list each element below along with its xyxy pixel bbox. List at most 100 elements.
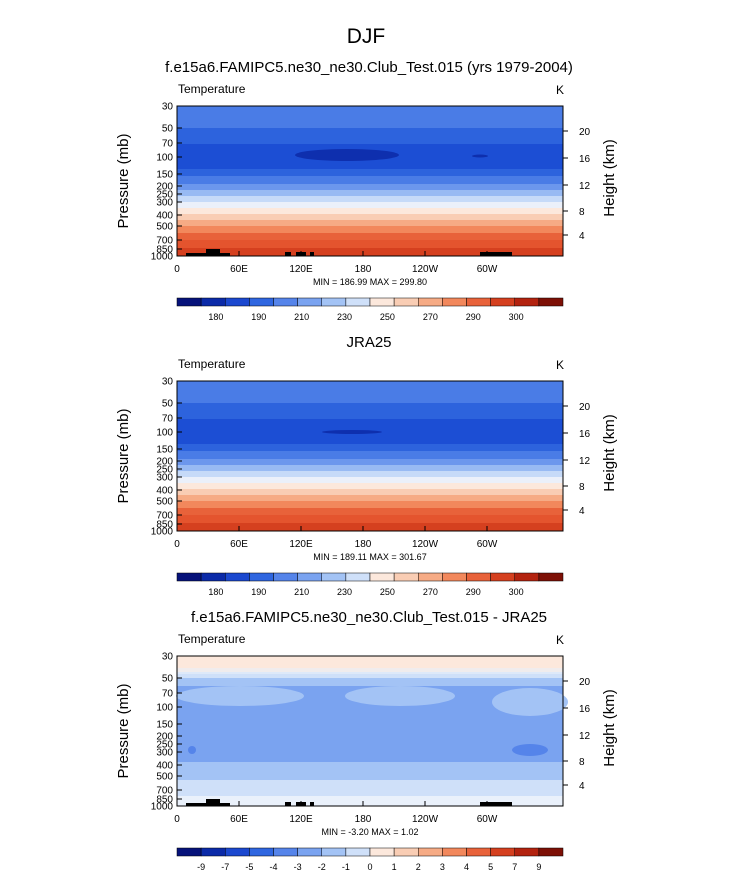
panel-left-label: Temperature	[178, 82, 246, 96]
contour-band	[177, 459, 563, 465]
y-tick-label: 500	[156, 222, 173, 233]
height-tick-label: 8	[579, 482, 585, 493]
colorbar-swatch	[514, 297, 540, 307]
plot-frame	[176, 105, 564, 257]
colorbar-label: 230	[337, 587, 352, 597]
topography-mark	[480, 802, 512, 806]
colorbar-swatch	[321, 572, 347, 582]
height-tick-label: 4	[579, 781, 585, 792]
panel-unit-label: K	[556, 358, 564, 372]
topography-mark	[220, 253, 230, 256]
colorbar-swatch	[297, 572, 322, 582]
colorbar-label: 180	[208, 312, 223, 322]
colorbar-swatch	[538, 572, 564, 582]
y-axis-right-title: Height (km)	[601, 689, 618, 767]
colorbar: -9 -7 -5 -4 -3 -2 -1 0 1 2 3 4 5 7 9	[176, 847, 564, 872]
colorbar-swatch	[442, 572, 467, 582]
y-tick-label: 400	[156, 761, 173, 772]
height-tick-label: 12	[579, 456, 591, 467]
colorbar-swatch	[538, 847, 564, 857]
x-tick-label: 0	[174, 539, 180, 550]
colorbar-label: 180	[208, 587, 223, 597]
x-tick-label: 60W	[477, 539, 498, 550]
colorbar-swatch	[273, 572, 298, 582]
plot-frame	[176, 655, 564, 807]
contour-band	[177, 233, 563, 240]
height-tick-label: 12	[579, 181, 591, 192]
contour-bands	[177, 106, 563, 256]
colorbar-label: -5	[245, 862, 253, 872]
colorbar-swatch	[200, 847, 226, 857]
contour-band	[177, 515, 563, 523]
contour-bands	[177, 381, 563, 531]
y-tick-label: 700	[156, 786, 173, 797]
contour-blob	[322, 430, 382, 434]
colorbar: 180 190 210 230 250 270 290 300	[176, 297, 564, 322]
contour-band	[177, 495, 563, 501]
colorbar-swatch	[490, 847, 515, 857]
colorbar: 180 190 210 230 250 270 290 300	[176, 572, 564, 597]
y-tick-label: 300	[156, 198, 173, 209]
y-tick-label: 250	[156, 190, 173, 201]
panel-title: JRA25	[346, 334, 391, 351]
y-tick-label: 300	[156, 473, 173, 484]
y-tick-label: 500	[156, 497, 173, 508]
min-max-text: MIN = -3.20 MAX = 1.02	[321, 827, 418, 837]
colorbar-label: 290	[466, 312, 481, 322]
contour-band	[177, 128, 563, 144]
colorbar-swatch	[249, 297, 274, 307]
colorbar-label: 4	[464, 862, 469, 872]
contour-band	[177, 176, 563, 184]
panel-title: f.e15a6.FAMIPC5.ne30_ne30.Club_Test.015 …	[165, 59, 573, 76]
topography-mark	[480, 252, 512, 256]
y-tick-label: 400	[156, 486, 173, 497]
colorbar-swatch	[176, 847, 202, 857]
x-tick-label: 60E	[230, 814, 248, 825]
y-tick-label: 70	[162, 139, 174, 150]
y-axis-title: Pressure (mb)	[115, 133, 132, 228]
colorbar-label: 0	[367, 862, 372, 872]
contour-band	[177, 106, 563, 128]
y-tick-label: 850	[156, 245, 173, 256]
height-tick-label: 4	[579, 506, 585, 517]
topography-mark	[186, 803, 206, 806]
contour-band	[177, 471, 563, 477]
y-tick-label: 300	[156, 748, 173, 759]
x-tick-label: 60W	[477, 264, 498, 275]
colorbar-swatch	[418, 847, 443, 857]
y-axis-right-title: Height (km)	[601, 139, 618, 217]
y-tick-label: 30	[162, 652, 174, 663]
topography-mark	[310, 252, 314, 256]
x-tick-label: 120W	[412, 539, 439, 550]
y-tick-label: 100	[156, 428, 173, 439]
height-tick-label: 20	[579, 402, 591, 413]
colorbar-label: -7	[221, 862, 229, 872]
panel-left-label: Temperature	[178, 357, 246, 371]
x-tick-label: 180	[355, 539, 372, 550]
y-tick-label: 400	[156, 211, 173, 222]
y-tick-label: 150	[156, 170, 173, 181]
height-tick-label: 16	[579, 154, 591, 165]
y-tick-label: 200	[156, 182, 173, 193]
y-tick-label: 1000	[151, 527, 174, 538]
y-tick-label: 150	[156, 720, 173, 731]
figure-title: DJF	[347, 25, 386, 48]
colorbar-swatch	[442, 847, 467, 857]
topography-mark	[310, 802, 314, 806]
panel-title: f.e15a6.FAMIPC5.ne30_ne30.Club_Test.015 …	[191, 609, 547, 626]
height-tick-label: 8	[579, 757, 585, 768]
colorbar-label: 270	[423, 587, 438, 597]
colorbar-swatch	[466, 847, 491, 857]
contour-band	[177, 214, 563, 220]
colorbar-label: 250	[380, 312, 395, 322]
y-axis-title: Pressure (mb)	[115, 683, 132, 778]
colorbar-label: 7	[512, 862, 517, 872]
contour-band	[177, 226, 563, 233]
topography-mark	[220, 803, 230, 806]
contour-band	[177, 465, 563, 471]
y-tick-label: 250	[156, 740, 173, 751]
contour-blob	[512, 744, 548, 756]
plot-frame	[176, 380, 564, 532]
contour-band	[177, 240, 563, 248]
contour-band	[177, 501, 563, 508]
